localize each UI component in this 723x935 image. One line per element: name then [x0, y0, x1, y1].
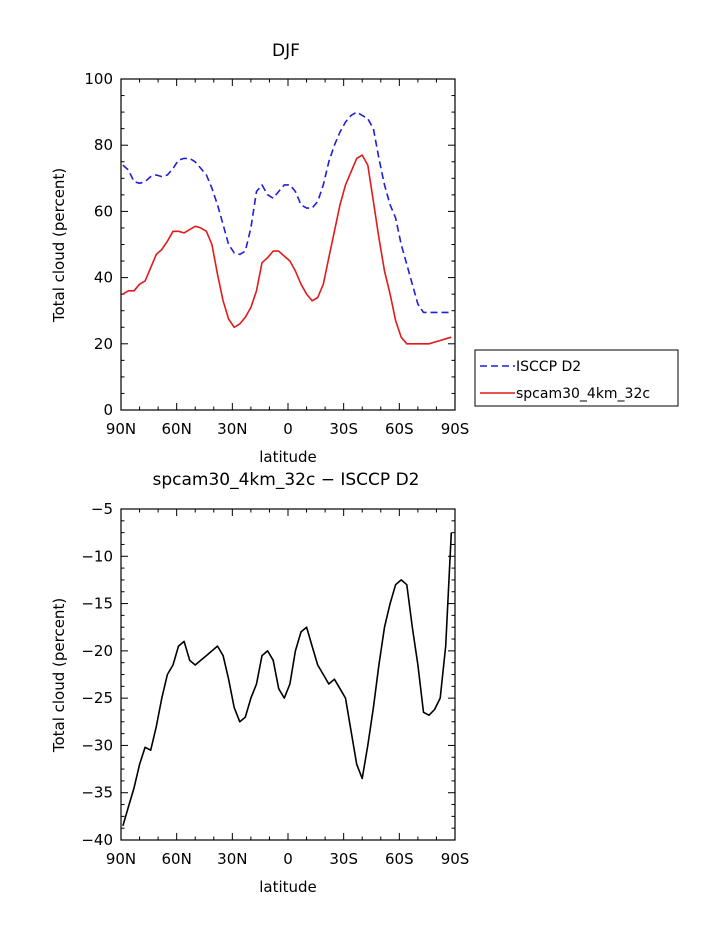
x-tick-label: 60N [162, 850, 192, 868]
chart-title: spcam30_4km_32c − ISCCP D2 [153, 470, 420, 490]
axis-ticks [120, 78, 456, 411]
y-tick-labels: −40 −35 −30 −25 −20 −15 −10 −5 [81, 500, 113, 849]
plot-frame [120, 78, 456, 411]
x-tick-label: 0 [283, 850, 293, 868]
x-axis-label: latitude [259, 448, 317, 466]
y-axis-label: Total cloud (percent) [50, 598, 68, 753]
x-tick-label: 60N [162, 420, 192, 438]
legend-box [474, 349, 679, 407]
y-tick-label: 0 [103, 401, 113, 419]
x-tick-label: 90N [106, 850, 136, 868]
y-tick-label: 80 [94, 136, 113, 154]
y-tick-labels: 0 20 40 60 80 100 [84, 70, 113, 419]
plot-frame [120, 508, 456, 841]
x-tick-label: 90S [441, 420, 470, 438]
axis-ticks [120, 508, 456, 841]
y-tick-label: −25 [81, 689, 113, 707]
series-lines [122, 532, 453, 827]
y-tick-label: 100 [84, 70, 113, 88]
y-tick-label: −30 [81, 736, 113, 754]
x-tick-label: 30S [329, 850, 358, 868]
x-tick-label: 60S [385, 420, 414, 438]
x-tick-labels: 90N 60N 30N 0 30S 60S 90S [106, 850, 469, 868]
series-lines [122, 111, 452, 345]
series-line-spcam30-4km-32c [122, 154, 452, 345]
legend-label-isccp: ISCCP D2 [516, 359, 581, 375]
y-tick-label: 60 [94, 202, 113, 220]
y-axis-label: Total cloud (percent) [50, 168, 68, 323]
y-tick-label: −35 [81, 784, 113, 802]
chart-difference: spcam30_4km_32c − ISCCP D2 −40−35−30−25−… [50, 470, 469, 896]
x-tick-label: 30N [217, 420, 247, 438]
series-line-difference [122, 532, 453, 827]
y-tick-label: 40 [94, 269, 113, 287]
y-tick-label: −20 [81, 642, 113, 660]
x-tick-label: 30N [217, 850, 247, 868]
y-tick-label: −5 [91, 500, 113, 518]
x-tick-labels: 90N 60N 30N 0 30S 60S 90S [106, 420, 469, 438]
x-tick-label: 30S [329, 420, 358, 438]
chart-title: DJF [272, 41, 300, 61]
y-tick-label: 20 [94, 335, 113, 353]
legend-label-spcam: spcam30_4km_32c [516, 386, 650, 402]
y-tick-label: −10 [81, 547, 113, 565]
x-tick-label: 0 [283, 420, 293, 438]
x-axis-label: latitude [259, 878, 317, 896]
x-tick-label: 90N [106, 420, 136, 438]
x-tick-label: 90S [441, 850, 470, 868]
x-tick-label: 60S [385, 850, 414, 868]
legend: ISCCP D2 spcam30_4km_32c [474, 349, 679, 407]
series-line-isccp-d2 [122, 111, 452, 314]
y-tick-label: −15 [81, 595, 113, 613]
chart-djf-total-cloud: DJF 0 20 40 60 80 100 90N 60N 30N 0 30S 60S 90S lat… [50, 41, 469, 466]
y-tick-label: −40 [81, 831, 113, 849]
